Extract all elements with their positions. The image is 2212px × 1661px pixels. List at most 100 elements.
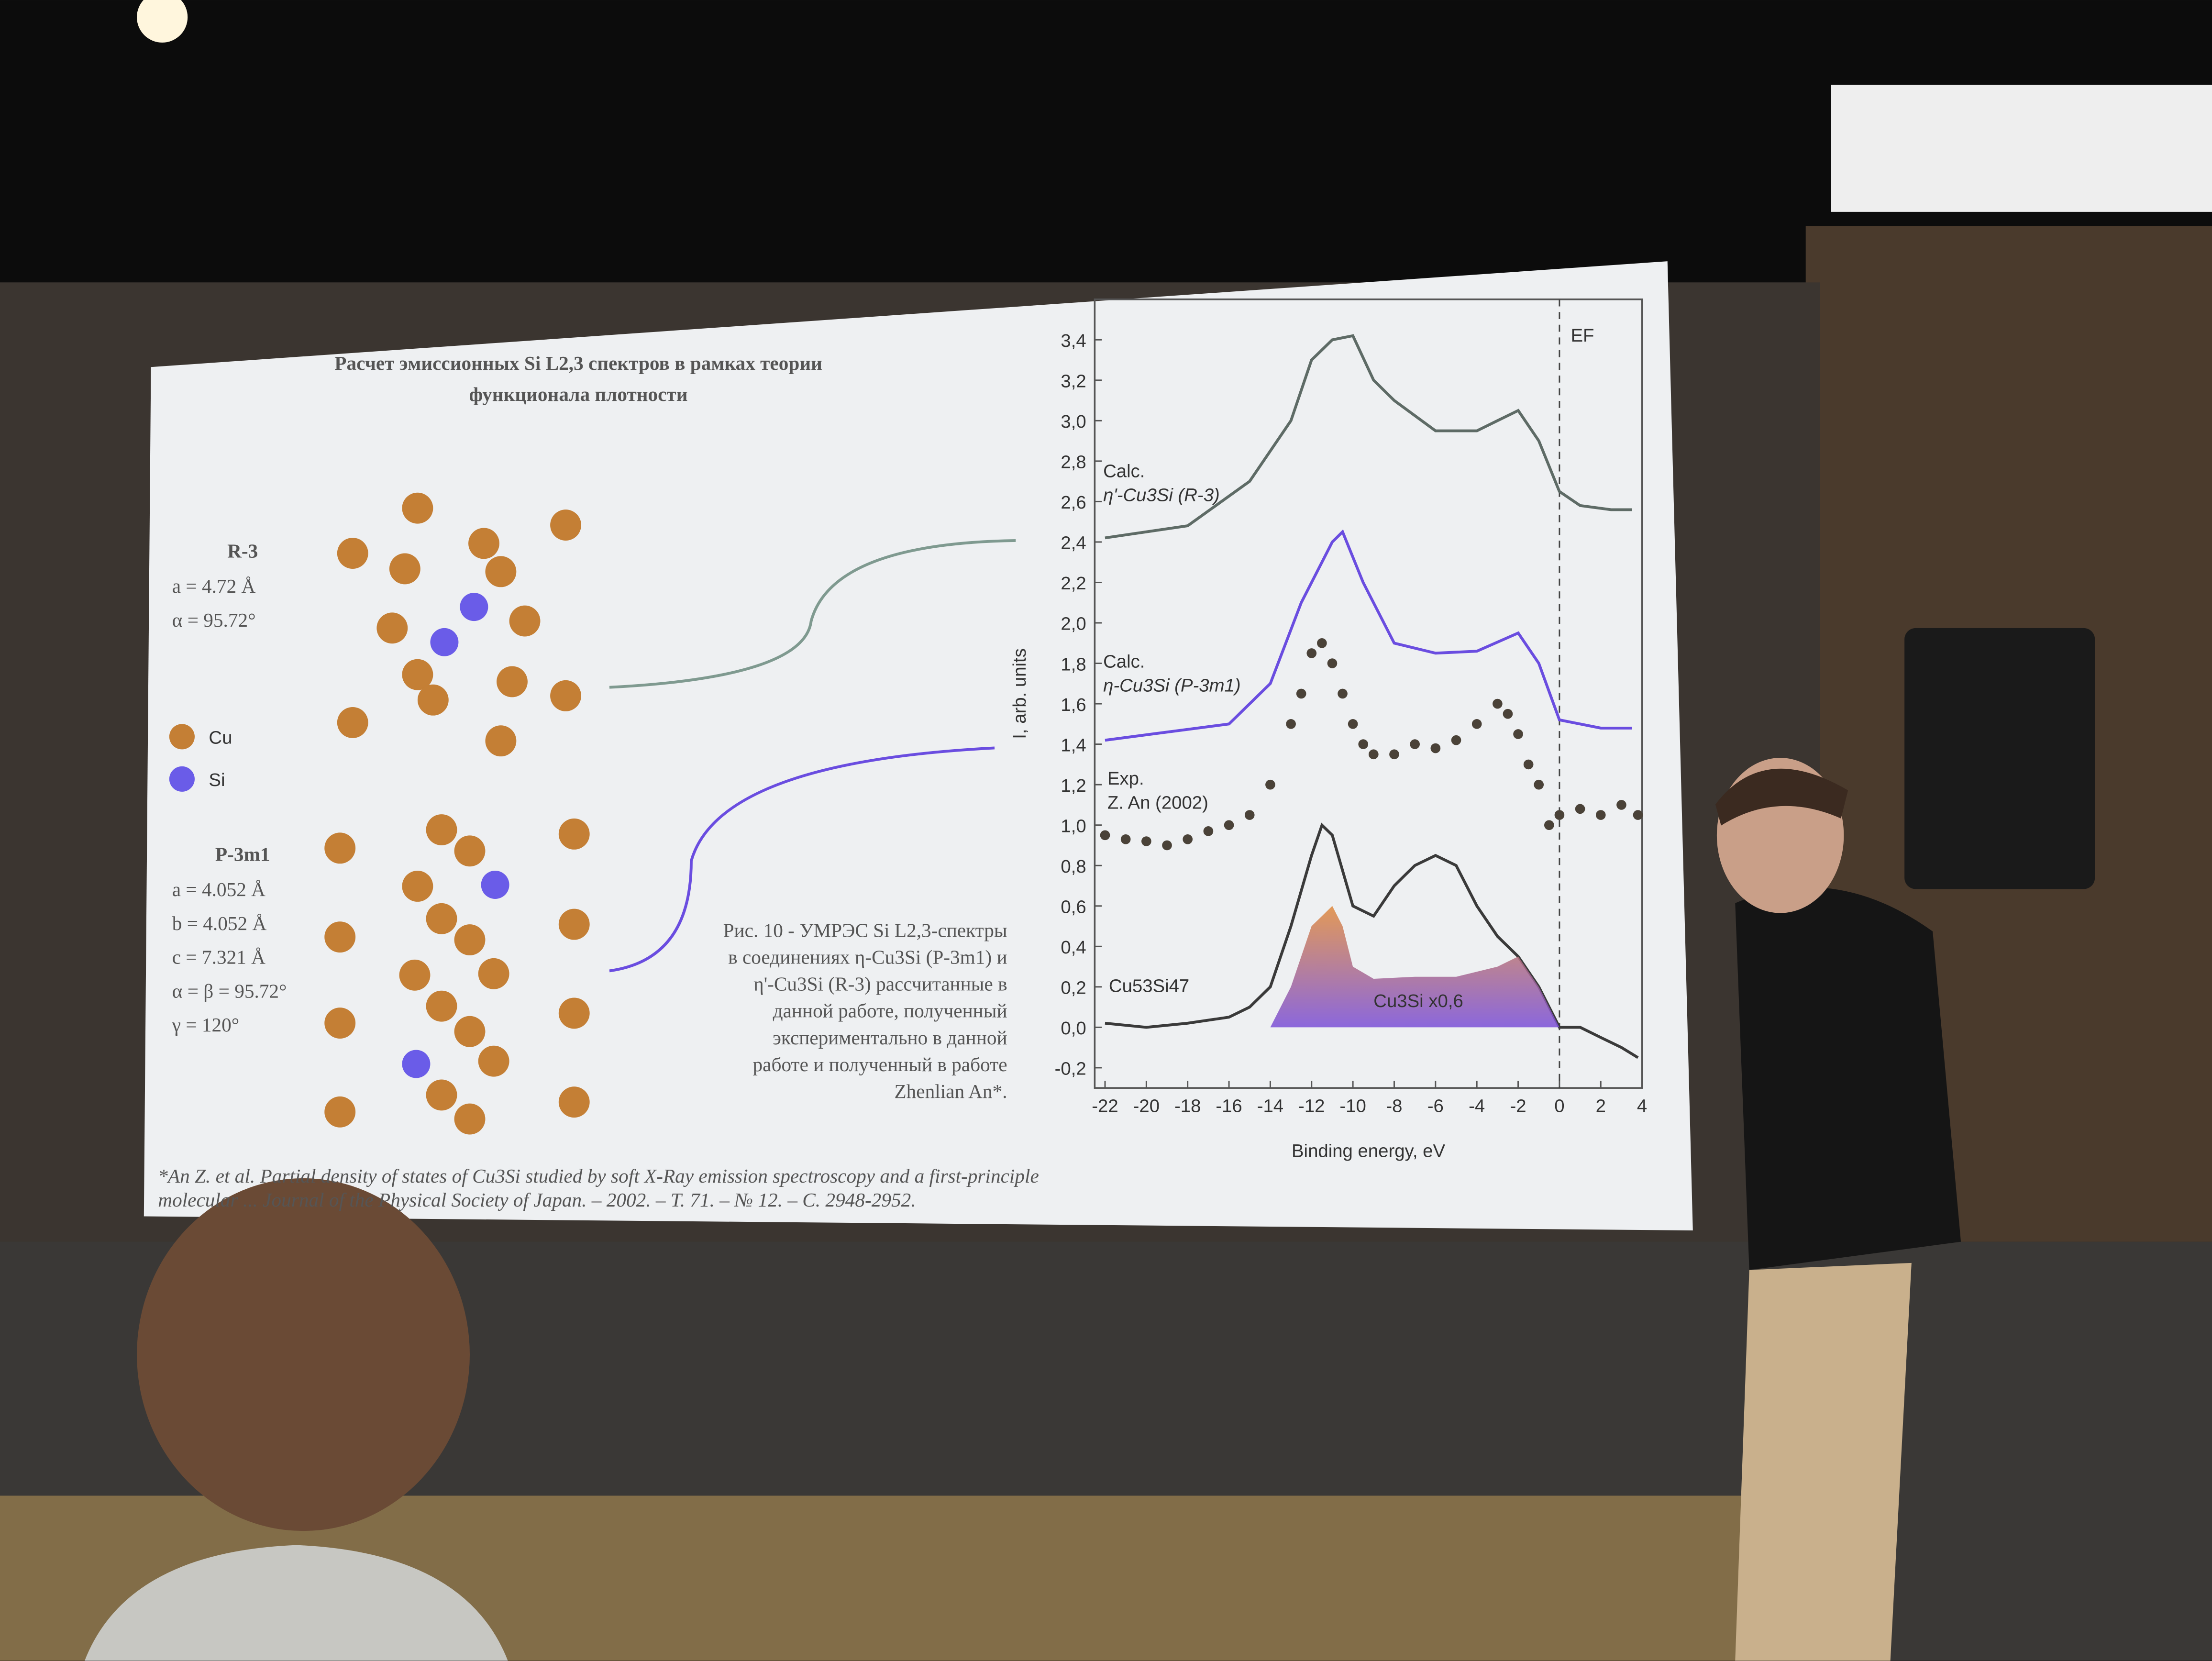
data-point xyxy=(1575,804,1585,814)
series-line xyxy=(1105,334,1632,540)
series-compound: Z. An (2002) xyxy=(1107,792,1208,813)
cu-atom xyxy=(497,666,528,698)
cu-atom xyxy=(426,1079,457,1111)
atom-legend-marker xyxy=(169,766,195,792)
series-label: Calc. xyxy=(1103,651,1145,672)
cu-atom xyxy=(454,1103,486,1135)
data-point xyxy=(1306,648,1317,658)
atom-legend-label: Si xyxy=(209,770,225,790)
data-point xyxy=(1120,834,1131,844)
y-tick-label: 3,0 xyxy=(1061,411,1086,432)
structure-param: α = β = 95.72° xyxy=(172,980,287,1002)
caption: Zhenlian An*. xyxy=(894,1080,1007,1102)
slide-title: функционала плотности xyxy=(469,383,688,405)
cu-atom xyxy=(402,659,433,690)
si-atom xyxy=(430,628,459,656)
data-point xyxy=(1244,810,1255,820)
y-tick-label: 3,2 xyxy=(1061,371,1086,392)
cu-atom xyxy=(324,1008,356,1039)
cu-atom xyxy=(454,1016,486,1047)
atom-legend-label: Cu xyxy=(209,728,232,748)
cu-atom xyxy=(454,835,486,867)
area-label: Cu3Si x0,6 xyxy=(1373,991,1463,1011)
series-label: Cu53Si47 xyxy=(1109,976,1189,997)
x-tick-label: -20 xyxy=(1133,1096,1160,1116)
x-tick-label: -12 xyxy=(1298,1096,1325,1116)
y-tick-label: 2,4 xyxy=(1061,533,1086,554)
data-point xyxy=(1296,688,1306,699)
y-tick-label: -0,2 xyxy=(1055,1059,1086,1079)
structure-param: a = 4.72 Å xyxy=(172,575,256,597)
atom-legend-marker xyxy=(169,724,195,750)
audience-head xyxy=(137,1178,470,1531)
fermi-label: EF xyxy=(1571,325,1594,346)
data-point xyxy=(1534,779,1544,790)
presenter-hair xyxy=(1715,768,1848,826)
x-tick-label: -18 xyxy=(1174,1096,1201,1116)
x-tick-label: -8 xyxy=(1386,1096,1402,1116)
cu-atom xyxy=(558,908,590,940)
data-point xyxy=(1595,810,1606,820)
ceiling-light xyxy=(137,0,188,43)
slide-content: Расчет эмиссионных Si L2,3 спектров в ра… xyxy=(158,298,1647,1211)
data-point xyxy=(1368,749,1379,760)
audience-shoulders xyxy=(84,1545,508,1661)
y-axis-label: I, arb. units xyxy=(1009,648,1030,739)
cu-atom xyxy=(417,684,449,716)
data-point xyxy=(1358,739,1369,749)
y-tick-label: 1,8 xyxy=(1061,654,1086,675)
y-tick-label: 2,0 xyxy=(1061,614,1086,634)
cu-atom xyxy=(426,903,457,934)
cu-atom xyxy=(478,958,509,989)
y-tick-label: 1,2 xyxy=(1061,775,1086,796)
data-point xyxy=(1338,688,1348,699)
y-tick-label: 1,0 xyxy=(1061,816,1086,836)
cu-atom xyxy=(324,1096,356,1128)
y-tick-label: 0,8 xyxy=(1061,856,1086,877)
data-point xyxy=(1503,709,1513,719)
structure-param: γ = 120° xyxy=(172,1014,240,1036)
data-point xyxy=(1286,719,1296,729)
x-tick-label: -16 xyxy=(1216,1096,1242,1116)
cu-atom xyxy=(324,921,356,953)
data-point xyxy=(1513,729,1523,739)
y-tick-label: 0,4 xyxy=(1061,937,1086,958)
series-label: Exp. xyxy=(1107,768,1144,789)
x-tick-label: -6 xyxy=(1427,1096,1444,1116)
cu-atom xyxy=(402,871,433,902)
cu-atom xyxy=(399,959,431,991)
y-tick-label: 2,6 xyxy=(1061,492,1086,513)
y-tick-label: 0,6 xyxy=(1061,897,1086,918)
cu-atom xyxy=(337,538,368,569)
air-conditioner xyxy=(1831,85,2212,212)
presenter-torso xyxy=(1735,887,1961,1270)
footnote: *An Z. et al. Partial density of states … xyxy=(158,1165,1039,1187)
footnote: molecular ... Journal of the Physical So… xyxy=(158,1189,916,1211)
data-point xyxy=(1327,658,1338,668)
series-compound: η-Cu3Si (P-3m1) xyxy=(1103,675,1241,696)
cu-atom xyxy=(558,818,590,850)
y-tick-label: 2,2 xyxy=(1061,573,1086,594)
data-point xyxy=(1451,735,1461,745)
x-tick-label: -2 xyxy=(1510,1096,1526,1116)
data-point xyxy=(1389,749,1399,760)
cu-atom xyxy=(478,1045,509,1077)
plot-frame xyxy=(1094,298,1643,1089)
y-tick-label: 3,4 xyxy=(1061,331,1086,351)
x-axis-label: Binding energy, eV xyxy=(1292,1141,1445,1162)
data-point xyxy=(1471,719,1482,729)
cu-atom xyxy=(454,924,486,955)
data-point xyxy=(1348,719,1358,729)
cu-atom xyxy=(558,1086,590,1118)
y-tick-label: 1,6 xyxy=(1061,695,1086,715)
caption: данной работе, полученный xyxy=(773,1000,1007,1022)
series-label: Calc. xyxy=(1103,461,1145,481)
cu-atom xyxy=(550,509,581,541)
x-tick-label: 0 xyxy=(1554,1096,1564,1116)
cu-atom xyxy=(550,680,581,711)
data-point xyxy=(1224,820,1234,830)
cu-atom xyxy=(426,990,457,1022)
data-point xyxy=(1317,638,1327,648)
y-tick-label: 0,2 xyxy=(1061,978,1086,998)
caption: работе и полученный в работе xyxy=(753,1053,1007,1075)
